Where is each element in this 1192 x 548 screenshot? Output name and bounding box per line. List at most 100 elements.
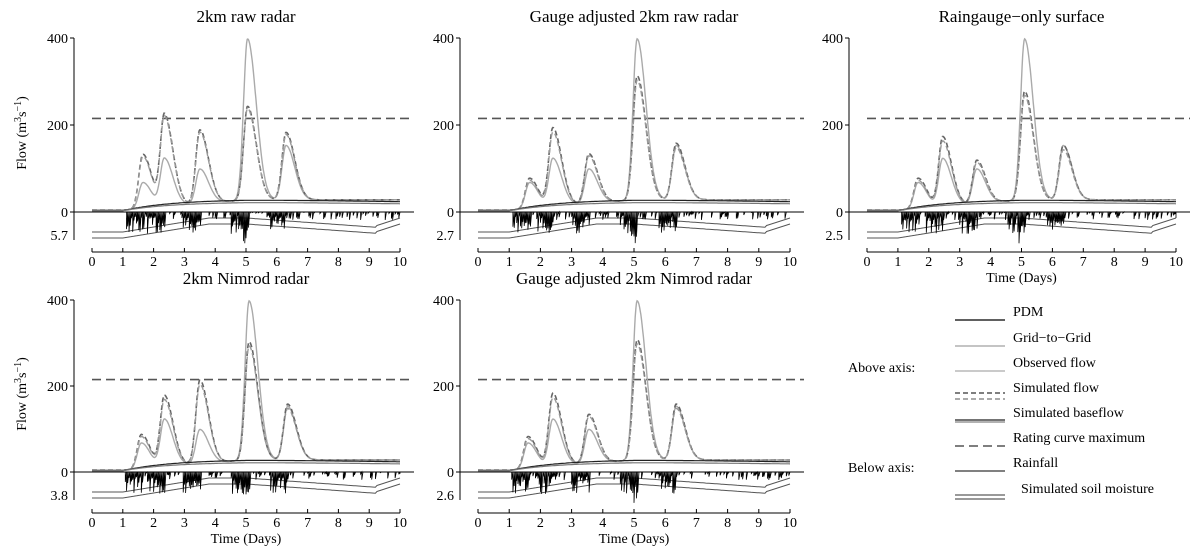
x-tick-label: 0 bbox=[475, 516, 482, 531]
rainfall-max-label: 2.7 bbox=[437, 229, 455, 244]
legend-label: Rating curve maximum bbox=[1013, 431, 1145, 446]
legend-below-axis-label: Below axis: bbox=[848, 461, 915, 476]
rainfall-max-label: 2.6 bbox=[437, 489, 455, 504]
x-axis-label: Time (Days) bbox=[986, 271, 1057, 286]
baseflow-pdm-line bbox=[478, 199, 790, 212]
baseflow-pdm-line bbox=[478, 459, 790, 472]
x-tick-label: 3 bbox=[956, 255, 963, 270]
y-tick-label: 400 bbox=[822, 32, 843, 47]
x-tick-label: 8 bbox=[335, 516, 342, 531]
y-tick-label: 200 bbox=[822, 119, 843, 134]
legend-item: Rating curve maximum bbox=[955, 431, 1145, 447]
x-tick-label: 9 bbox=[366, 516, 373, 531]
y-tick-label: 0 bbox=[836, 206, 843, 221]
legend-item: Grid−to−Grid bbox=[955, 331, 1091, 347]
x-tick-label: 7 bbox=[1080, 255, 1087, 270]
x-tick-label: 9 bbox=[755, 516, 762, 531]
x-tick-label: 3 bbox=[181, 255, 188, 270]
legend-item: Simulated soil moisture bbox=[955, 482, 1154, 500]
x-tick-label: 0 bbox=[89, 255, 96, 270]
y-tick-label: 0 bbox=[447, 206, 454, 221]
y-tick-label: 400 bbox=[433, 32, 454, 47]
y-axis-label: Flow (m3s−1) bbox=[13, 357, 31, 431]
y-axis-label: Flow (m3s−1) bbox=[13, 96, 31, 170]
x-tick-label: 6 bbox=[273, 516, 280, 531]
y-tick-label: 400 bbox=[47, 32, 68, 47]
x-tick-label: 5 bbox=[631, 516, 638, 531]
rainfall-max-label: 5.7 bbox=[51, 229, 69, 244]
x-tick-label: 9 bbox=[755, 255, 762, 270]
baseflow-g2g-line bbox=[92, 202, 401, 212]
y-tick-label: 200 bbox=[47, 380, 68, 395]
baseflow-g2g-line bbox=[478, 202, 791, 212]
x-tick-label: 2 bbox=[537, 516, 544, 531]
x-tick-label: 7 bbox=[693, 516, 700, 531]
panel-4: 2km Nimrod radar 0 200 400 3.8 Flow (m3s−1) 0 1… bbox=[13, 269, 414, 547]
x-tick-label: 10 bbox=[393, 255, 407, 270]
x-tick-label: 1 bbox=[506, 516, 513, 531]
y-tick-label: 0 bbox=[447, 466, 454, 481]
x-tick-label: 6 bbox=[662, 255, 669, 270]
x-tick-label: 6 bbox=[1049, 255, 1056, 270]
x-tick-label: 9 bbox=[1142, 255, 1149, 270]
x-tick-label: 2 bbox=[537, 255, 544, 270]
x-tick-label: 5 bbox=[243, 516, 250, 531]
x-tick-label: 4 bbox=[212, 516, 219, 531]
x-tick-label: 5 bbox=[631, 255, 638, 270]
rainfall-max-label: 2.5 bbox=[826, 229, 844, 244]
baseflow-g2g-line bbox=[867, 202, 1177, 212]
y-tick-label: 200 bbox=[433, 380, 454, 395]
simulated-flow-g2g-line bbox=[478, 79, 790, 211]
x-tick-label: 5 bbox=[1018, 255, 1025, 270]
panel-title: Gauge adjusted 2km Nimrod radar bbox=[516, 269, 752, 288]
simulated-flow-g2g-line bbox=[867, 94, 1176, 211]
baseflow-g2g-line bbox=[92, 462, 401, 472]
legend-label: Simulated baseflow bbox=[1013, 406, 1125, 421]
legend-item: PDM bbox=[955, 305, 1044, 321]
x-tick-label: 7 bbox=[304, 255, 311, 270]
panel-title: Gauge adjusted 2km raw radar bbox=[530, 7, 739, 26]
x-tick-label: 4 bbox=[987, 255, 994, 270]
legend: Above axis: Below axis: PDM Grid−to−Grid Obs… bbox=[848, 305, 1154, 500]
legend-label: Grid−to−Grid bbox=[1013, 331, 1091, 346]
baseflow-pdm-line bbox=[867, 199, 1176, 212]
x-tick-label: 3 bbox=[568, 255, 575, 270]
x-tick-label: 2 bbox=[150, 255, 157, 270]
y-tick-label: 0 bbox=[61, 466, 68, 481]
x-tick-label: 2 bbox=[925, 255, 932, 270]
legend-item: Observed flow bbox=[955, 356, 1097, 372]
baseflow-pdm-line bbox=[92, 199, 400, 212]
x-tick-label: 10 bbox=[783, 516, 797, 531]
x-tick-label: 0 bbox=[89, 516, 96, 531]
legend-label: Simulated flow bbox=[1013, 381, 1100, 396]
x-tick-label: 8 bbox=[724, 516, 731, 531]
x-axis-label: Time (Days) bbox=[599, 532, 670, 547]
x-tick-label: 0 bbox=[475, 255, 482, 270]
panel-5: Gauge adjusted 2km Nimrod radar 0 200 400 2.… bbox=[433, 269, 804, 547]
legend-item: Simulated baseflow bbox=[955, 406, 1125, 423]
simulated-flow-g2g-line bbox=[478, 342, 790, 471]
x-tick-label: 4 bbox=[212, 255, 219, 270]
legend-above-axis-label: Above axis: bbox=[848, 361, 915, 376]
rainfall-bars bbox=[503, 210, 790, 244]
panel-title: Raingauge−only surface bbox=[939, 7, 1105, 26]
x-tick-label: 10 bbox=[783, 255, 797, 270]
x-tick-label: 10 bbox=[393, 516, 407, 531]
x-tick-label: 9 bbox=[366, 255, 373, 270]
rainfall-bars bbox=[116, 470, 401, 495]
x-tick-label: 0 bbox=[864, 255, 871, 270]
y-tick-label: 0 bbox=[61, 206, 68, 221]
simulated-flow-pdm-line bbox=[478, 74, 790, 211]
x-tick-label: 6 bbox=[662, 516, 669, 531]
x-tick-label: 1 bbox=[119, 255, 126, 270]
legend-label: PDM bbox=[1013, 305, 1044, 320]
x-tick-label: 1 bbox=[894, 255, 901, 270]
y-tick-label: 400 bbox=[433, 294, 454, 309]
legend-label: Observed flow bbox=[1013, 356, 1097, 371]
panel-2: Gauge adjusted 2km raw radar 0 200 400 2.7 0 1… bbox=[433, 7, 804, 270]
x-tick-label: 3 bbox=[568, 516, 575, 531]
x-axis-label: Time (Days) bbox=[211, 532, 282, 547]
rainfall-bars bbox=[891, 210, 1177, 244]
observed-flow-line bbox=[478, 37, 790, 211]
